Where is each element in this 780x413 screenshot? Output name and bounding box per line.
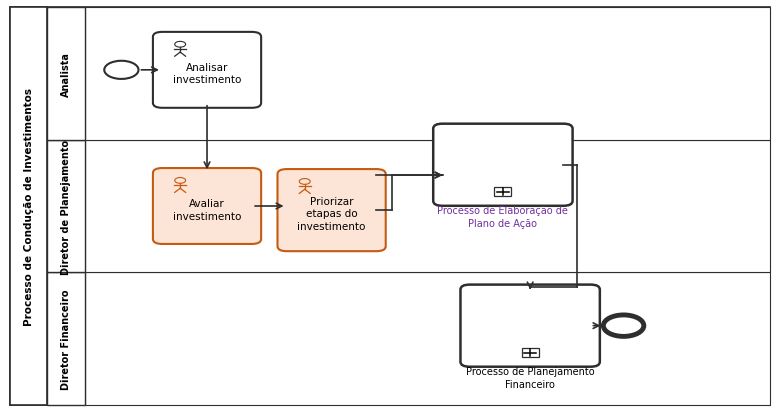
Bar: [85, 273, 770, 405]
FancyBboxPatch shape: [153, 169, 261, 244]
Bar: [522, 348, 539, 357]
Bar: [48, 273, 85, 405]
Circle shape: [604, 315, 644, 337]
FancyBboxPatch shape: [278, 170, 386, 252]
Text: Processo de Elaboração de
Plano de Ação: Processo de Elaboração de Plano de Ação: [438, 206, 569, 228]
Text: Processo de Planejamento
Financeiro: Processo de Planejamento Financeiro: [466, 366, 594, 389]
Text: Analisar
investimento: Analisar investimento: [173, 63, 241, 85]
Bar: [48, 8, 85, 140]
Text: Diretor de Planejamento: Diretor de Planejamento: [61, 139, 71, 274]
Bar: [48, 140, 85, 273]
Bar: [10, 8, 48, 405]
Text: Priorizar
etapas do
investimento: Priorizar etapas do investimento: [297, 197, 366, 231]
Bar: [85, 8, 770, 140]
FancyBboxPatch shape: [153, 33, 261, 109]
Text: Processo de Condução de Investimentos: Processo de Condução de Investimentos: [23, 88, 34, 325]
Bar: [495, 188, 512, 197]
Circle shape: [105, 62, 139, 80]
FancyBboxPatch shape: [460, 285, 600, 367]
Text: Avaliar
investimento: Avaliar investimento: [173, 199, 241, 221]
Bar: [85, 140, 770, 273]
Text: Diretor Financeiro: Diretor Financeiro: [61, 289, 71, 389]
Text: Analista: Analista: [61, 52, 71, 97]
FancyBboxPatch shape: [433, 124, 573, 206]
